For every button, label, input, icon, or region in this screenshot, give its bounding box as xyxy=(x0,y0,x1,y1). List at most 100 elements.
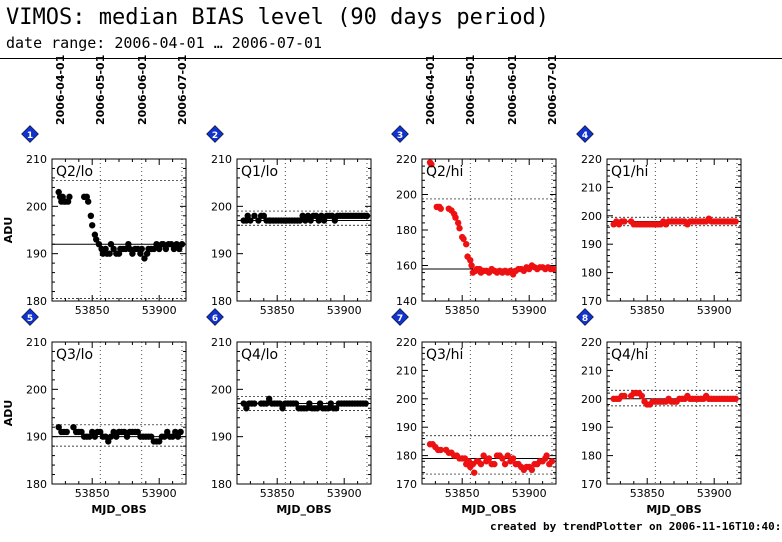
date-tick-label: 2006-04-01 xyxy=(54,55,67,125)
date-tick-text: 2006-06-01 xyxy=(506,55,519,125)
data-point xyxy=(55,424,62,431)
data-point xyxy=(107,433,115,440)
y-tick-label: 180 xyxy=(26,295,47,308)
data-point xyxy=(95,241,103,248)
data-point xyxy=(543,452,550,459)
data-point xyxy=(265,395,273,402)
date-tick-label: 2006-04-01 xyxy=(424,55,437,125)
date-tick-text: 2006-07-01 xyxy=(546,55,559,125)
data-points xyxy=(55,188,186,262)
panel-badge-number: 5 xyxy=(27,314,33,324)
date-tick-text: 2006-06-01 xyxy=(136,55,149,125)
data-point xyxy=(177,428,184,436)
data-point xyxy=(255,217,262,224)
data-point xyxy=(70,424,77,431)
data-point xyxy=(491,460,498,468)
data-point xyxy=(327,400,334,407)
data-point xyxy=(97,428,104,436)
plot-frame xyxy=(51,341,187,485)
panel-label: Q4/hi xyxy=(611,347,648,363)
plot-frame xyxy=(421,158,557,302)
data-point xyxy=(160,241,167,248)
data-point xyxy=(363,212,371,219)
data-point xyxy=(260,212,267,219)
y-tick-label: 220 xyxy=(581,336,602,349)
data-point xyxy=(279,405,286,412)
data-point xyxy=(156,438,163,445)
data-point xyxy=(164,428,171,436)
y-tick-label: 180 xyxy=(581,450,602,463)
y-tick-label: 140 xyxy=(396,295,417,308)
x-axis-label: MJD_OBS xyxy=(91,503,146,516)
x-tick-label: 53900 xyxy=(142,304,177,317)
panel-badge-number: 3 xyxy=(397,131,403,141)
plot-frame xyxy=(236,341,372,485)
plot-frame xyxy=(606,158,742,302)
data-point xyxy=(314,405,321,412)
date-tick-label: 2006-06-01 xyxy=(506,55,519,125)
data-point xyxy=(247,217,254,224)
y-tick-label: 200 xyxy=(26,200,47,213)
data-point xyxy=(110,245,117,253)
x-tick-label: 53850 xyxy=(445,304,480,317)
data-point xyxy=(169,433,176,440)
data-point xyxy=(316,400,324,407)
data-point xyxy=(123,433,131,440)
x-tick-label: 53900 xyxy=(327,304,362,317)
panel-1: 1 53850 53900 180 190 200 210 Q2/lo ADU xyxy=(2,125,187,317)
data-point xyxy=(147,433,155,440)
data-point xyxy=(63,428,70,436)
data-point xyxy=(528,466,536,473)
data-point xyxy=(499,455,506,462)
panel-2: 2 53850 53900 180 190 200 210 Q1/lo xyxy=(206,125,372,317)
data-point xyxy=(110,428,117,436)
panel-label: Q3/hi xyxy=(426,347,463,363)
x-tick-label: 53850 xyxy=(75,304,110,317)
panel-label: Q1/hi xyxy=(611,164,648,180)
data-point xyxy=(299,212,306,219)
data-point xyxy=(91,433,99,440)
data-point xyxy=(126,245,133,253)
y-tick-label: 190 xyxy=(26,431,47,444)
y-axis-label: ADU xyxy=(2,217,15,244)
panel-badge xyxy=(576,125,594,143)
panel-3: 3 53850 53900 140 160 180 200 220 Q2/hi xyxy=(391,125,557,317)
data-point xyxy=(129,250,136,257)
y-tick-label: 200 xyxy=(581,210,602,223)
x-tick-label: 53900 xyxy=(697,304,732,317)
y-tick-label: 190 xyxy=(211,248,232,261)
x-tick-label: 53850 xyxy=(260,487,295,500)
data-point xyxy=(621,392,628,400)
data-point xyxy=(501,460,509,468)
y-tick-label: 170 xyxy=(581,295,602,308)
date-range-subtitle: date range: 2006-04-01 … 2006-07-01 xyxy=(6,34,323,52)
y-tick-label: 200 xyxy=(211,200,232,213)
data-point xyxy=(550,265,556,273)
data-point xyxy=(141,255,148,262)
panel-badge-number: 4 xyxy=(582,131,588,141)
data-point xyxy=(113,433,120,440)
data-point xyxy=(437,446,444,454)
footer-credit: created by trendPlotter on 2006-11-16T10… xyxy=(490,520,782,533)
panel-badge xyxy=(391,308,409,326)
data-point xyxy=(509,455,517,462)
data-point xyxy=(471,469,478,476)
data-points xyxy=(240,395,369,412)
data-point xyxy=(307,217,314,224)
x-tick-label: 53850 xyxy=(630,487,665,500)
panel-badge-number: 6 xyxy=(212,314,218,324)
data-point xyxy=(134,428,141,436)
date-tick-label: 2006-05-01 xyxy=(464,55,477,125)
panel-label: Q4/lo xyxy=(241,347,278,363)
chart-title: VIMOS: median BIAS level (90 days period… xyxy=(6,5,550,30)
data-point xyxy=(332,405,340,412)
panel-badge xyxy=(206,308,224,326)
y-tick-label: 200 xyxy=(396,189,417,202)
x-tick-label: 53850 xyxy=(445,487,480,500)
data-point xyxy=(452,214,459,221)
data-point xyxy=(89,222,96,229)
y-tick-label: 210 xyxy=(396,364,417,377)
panel-4: 4 53850 53900 170 180 190 200 210 220 Q1/hi xyxy=(576,125,742,317)
y-tick-label: 190 xyxy=(581,421,602,434)
y-tick-label: 180 xyxy=(26,478,47,491)
